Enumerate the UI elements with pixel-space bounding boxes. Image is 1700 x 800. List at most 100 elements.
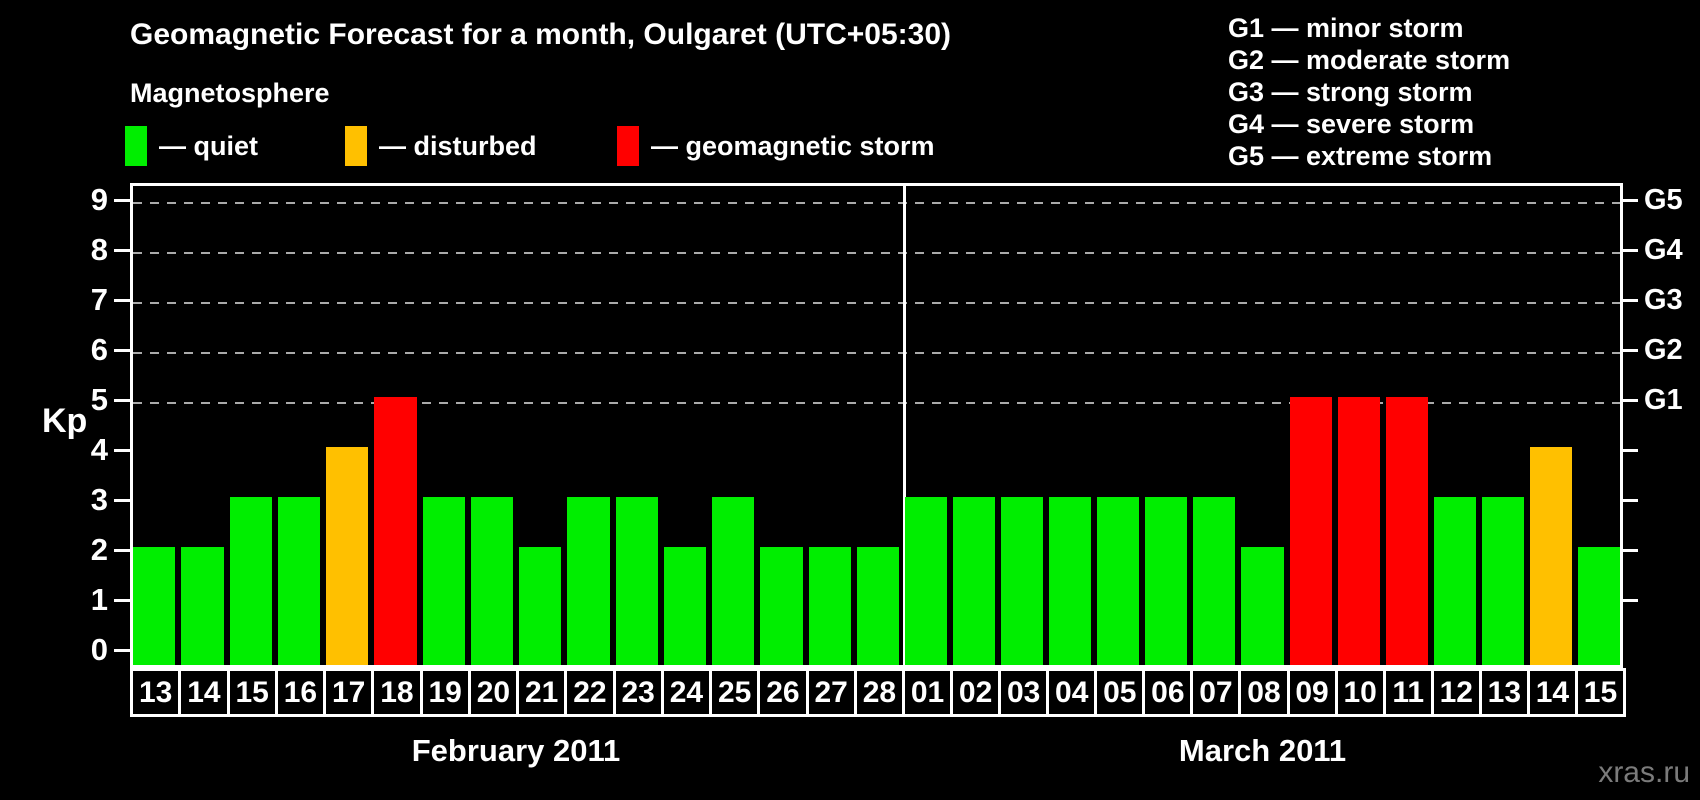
y-axis-label: 4 [90,432,108,467]
gridline-kp9 [133,202,1620,204]
day-label-march-13: 13 [1478,668,1530,717]
legend-item-quiet: — quiet [125,126,258,166]
page-title: Geomagnetic Forecast for a month, Oulgar… [130,18,952,51]
y-axis-tick [114,649,130,652]
day-label-february-22: 22 [564,668,616,717]
y-axis-label: 2 [90,532,108,567]
legend-item-disturbed: — disturbed [345,126,537,166]
g-scale-legend-line: G3 — strong storm [1228,77,1473,107]
kp-bar-19 [422,497,465,665]
gridline-kp8 [133,252,1620,254]
g-axis-tick [1622,449,1638,452]
month-separator-line [903,186,906,665]
day-label-march-02: 02 [950,668,1002,717]
gridline-kp7 [133,302,1620,304]
day-label-march-01: 01 [902,668,954,717]
day-label-march-14: 14 [1526,668,1578,717]
day-label-february-23: 23 [612,668,664,717]
quiet-color-swatch [125,126,147,166]
y-axis-tick [114,499,130,502]
disturbed-color-swatch [345,126,367,166]
kp-bar-26 [760,547,803,665]
day-label-february-20: 20 [467,668,519,717]
kp-bar-03 [1001,497,1044,665]
g-scale-label-G5: G5 [1644,184,1683,216]
day-label-february-26: 26 [757,668,809,717]
y-axis-tick [114,599,130,602]
day-label-february-25: 25 [709,668,761,717]
kp-bar-15 [1577,547,1620,665]
y-axis-tick [114,349,130,352]
day-label-february-16: 16 [274,668,326,717]
g-axis-tick [1622,499,1638,502]
day-label-february-15: 15 [226,668,278,717]
g-axis-tick [1622,349,1638,352]
gridline-kp5 [133,402,1620,404]
day-label-february-21: 21 [516,668,568,717]
kp-bar-14 [181,547,224,665]
day-label-february-28: 28 [853,668,905,717]
g-scale-legend-line: G4 — severe storm [1228,109,1475,139]
y-axis-tick [114,449,130,452]
y-axis-label: 0 [90,632,108,667]
day-label-march-10: 10 [1334,668,1386,717]
kp-bar-11 [1385,397,1428,665]
y-axis-label: 7 [90,282,108,317]
watermark: xras.ru [1598,756,1690,789]
kp-bar-09 [1289,397,1332,665]
y-axis-tick [114,199,130,202]
kp-bar-21 [519,547,562,665]
day-label-march-03: 03 [998,668,1050,717]
kp-bar-15 [229,497,272,665]
kp-bar-06 [1145,497,1188,665]
kp-bar-07 [1193,497,1236,665]
kp-bar-01 [905,497,948,665]
g-axis-tick [1622,199,1638,202]
y-axis-label: 3 [90,482,108,517]
g-scale-label-G2: G2 [1644,334,1683,366]
chart-plot-area [130,183,1623,668]
day-label-march-11: 11 [1382,668,1434,717]
g-axis-tick [1622,299,1638,302]
month-label-february: February 2011 [411,733,621,768]
day-label-march-05: 05 [1094,668,1146,717]
day-label-february-13: 13 [130,668,182,717]
day-label-march-06: 06 [1142,668,1194,717]
legend-label: — quiet [159,130,258,161]
kp-bar-08 [1241,547,1284,665]
day-label-february-18: 18 [371,668,423,717]
y-axis-label: 5 [90,382,108,417]
g-scale-label-G3: G3 [1644,284,1683,316]
day-label-march-09: 09 [1286,668,1338,717]
g-axis-tick [1622,599,1638,602]
x-axis-day-labels: 13 14 15 16 17 18 19 20 21 22 23 24 25 26 27 28 01 02 03 04… [130,668,1629,717]
legend-label: — geomagnetic storm [651,130,935,161]
g-scale-legend-line: G2 — moderate storm [1228,45,1511,75]
y-axis-tick [114,399,130,402]
y-axis-label: 1 [90,582,108,617]
day-label-march-15: 15 [1574,668,1626,717]
storm-color-swatch [617,126,639,166]
g-axis-tick [1622,399,1638,402]
kp-bar-14 [1529,447,1572,665]
day-label-march-04: 04 [1046,668,1098,717]
y-axis-label: 8 [90,232,108,267]
y-axis-tick [114,249,130,252]
day-label-february-14: 14 [178,668,230,717]
kp-bar-13 [133,547,176,665]
day-label-march-08: 08 [1238,668,1290,717]
kp-bar-25 [712,497,755,665]
legend-item-storm: — geomagnetic storm [617,126,935,166]
kp-bar-02 [953,497,996,665]
g-scale-legend-line: G1 — minor storm [1228,13,1464,43]
day-label-february-19: 19 [419,668,471,717]
kp-bar-16 [277,497,320,665]
day-label-february-27: 27 [805,668,857,717]
y-axis-label: 6 [90,332,108,367]
kp-bar-20 [470,497,513,665]
y-axis-title: Kp [42,402,88,440]
g-axis-tick [1622,549,1638,552]
legend-label: — disturbed [379,130,537,161]
kp-bar-18 [374,397,417,665]
kp-bar-28 [856,547,899,665]
